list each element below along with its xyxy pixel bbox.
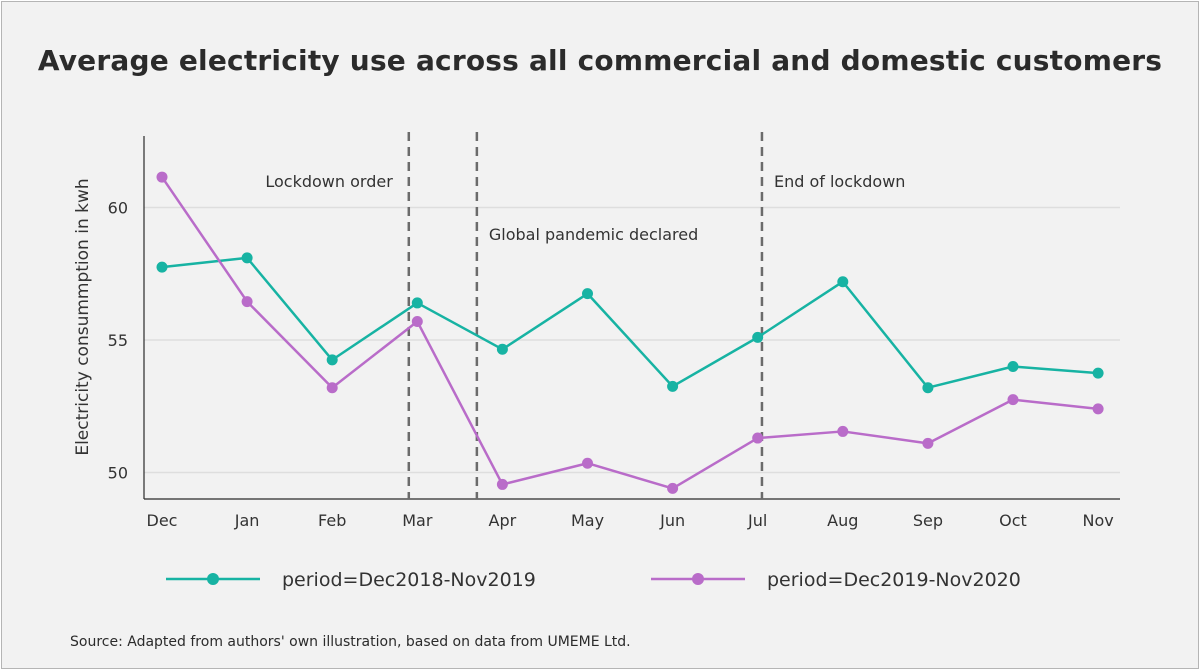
annotation-label: End of lockdown: [774, 172, 905, 191]
x-tick-label: Aug: [827, 511, 858, 530]
x-tick-label: Oct: [999, 511, 1027, 530]
data-point: [582, 288, 593, 300]
data-point: [496, 478, 508, 490]
legend-marker: [207, 573, 219, 585]
x-tick-label: Feb: [318, 511, 346, 530]
data-point: [667, 380, 679, 392]
data-point: [837, 276, 849, 288]
y-tick-label: 55: [108, 331, 128, 350]
series-line-1: [161, 256, 1099, 389]
data-point: [752, 331, 764, 343]
x-tick-label: Jan: [234, 511, 260, 530]
data-point: [582, 457, 593, 469]
data-point: [156, 171, 168, 183]
x-tick-label: Apr: [489, 511, 517, 530]
data-point: [241, 252, 253, 264]
y-tick-label: 60: [108, 199, 128, 218]
data-point: [326, 354, 338, 366]
legend-marker: [692, 573, 704, 585]
chart-title: Average electricity use across all comme…: [37, 44, 1163, 77]
y-tick-label: 50: [108, 464, 128, 483]
data-point: [411, 297, 423, 309]
data-point: [1007, 394, 1019, 406]
data-point: [156, 261, 168, 273]
data-point: [241, 296, 253, 308]
data-point: [1092, 403, 1104, 415]
legend-label: period=Dec2018-Nov2019: [282, 569, 536, 591]
x-tick-label: May: [571, 511, 604, 530]
x-tick-label: Jun: [659, 511, 685, 530]
source-note: Source: Adapted from authors' own illust…: [70, 634, 631, 650]
data-point: [922, 382, 934, 394]
data-point: [922, 437, 934, 449]
legend-label: period=Dec2019-Nov2020: [767, 569, 1021, 591]
x-tick-label: Mar: [402, 511, 433, 530]
annotation-label: Lockdown order: [265, 172, 393, 191]
data-point: [667, 482, 679, 494]
y-axis-label: Electricity consummption in kwh: [73, 178, 93, 455]
data-point: [411, 315, 423, 327]
annotation-label: Global pandemic declared: [489, 225, 698, 244]
data-point: [752, 432, 764, 444]
x-tick-label: Jul: [747, 511, 767, 530]
x-tick-label: Nov: [1082, 511, 1113, 530]
data-point: [837, 425, 849, 437]
data-point: [1007, 361, 1019, 373]
x-tick-label: Sep: [913, 511, 943, 530]
data-point: [326, 382, 338, 394]
data-point: [1092, 367, 1104, 379]
data-point: [496, 343, 508, 355]
x-tick-label: Dec: [147, 511, 178, 530]
series-line-2: [160, 176, 1099, 490]
